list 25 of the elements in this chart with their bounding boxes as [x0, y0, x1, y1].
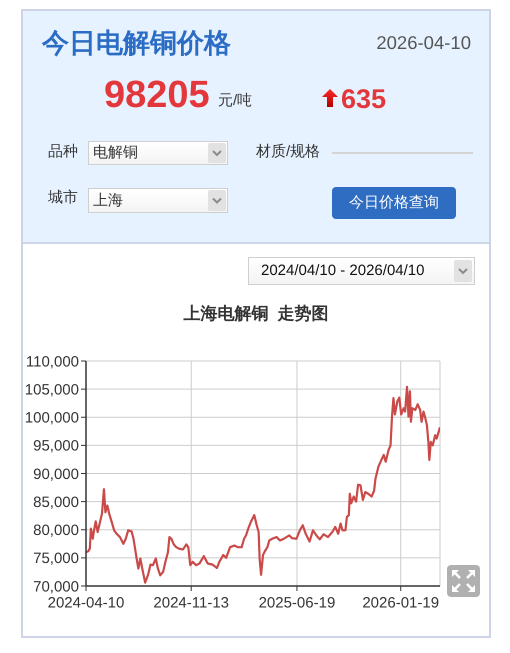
x-tick-label: 2024-04-10 [48, 594, 124, 612]
text: 今日电解铜价格 [42, 27, 231, 60]
text: 元/吨 [218, 92, 252, 110]
y-tick-label: 75,000 [33, 550, 79, 568]
y-tick-label: 85,000 [33, 494, 79, 511]
y-tick-label: 80,000 [33, 522, 79, 540]
dropdown-field: 2024/04/10 - 2026/04/10 [248, 257, 475, 285]
y-tick-label: 95,000 [33, 438, 79, 455]
y-tick-label: 70,000 [33, 578, 79, 596]
y-tick-label: 90,000 [33, 466, 79, 483]
x-tick-label: 2026-01-19 [362, 594, 440, 612]
x-tick-label: 2024-11-13 [153, 594, 230, 612]
query-button: 今日价格查询 [332, 187, 456, 219]
text: 635 [341, 83, 386, 115]
text: 2026-04-10 [376, 32, 471, 54]
chart-title: 上海电解铜 走势图 [182, 303, 330, 325]
text: 材质/规格 [256, 143, 320, 161]
y-tick-label: 110,000 [26, 353, 79, 370]
text: 98205 [104, 73, 210, 117]
line-series [86, 386, 440, 584]
text: 城市 [48, 189, 78, 207]
y-tick-label: 100,000 [24, 410, 79, 427]
text: 品种 [48, 143, 78, 161]
y-tick-label: 105,000 [24, 381, 79, 398]
x-tick-label: 2025-06-19 [258, 594, 336, 612]
